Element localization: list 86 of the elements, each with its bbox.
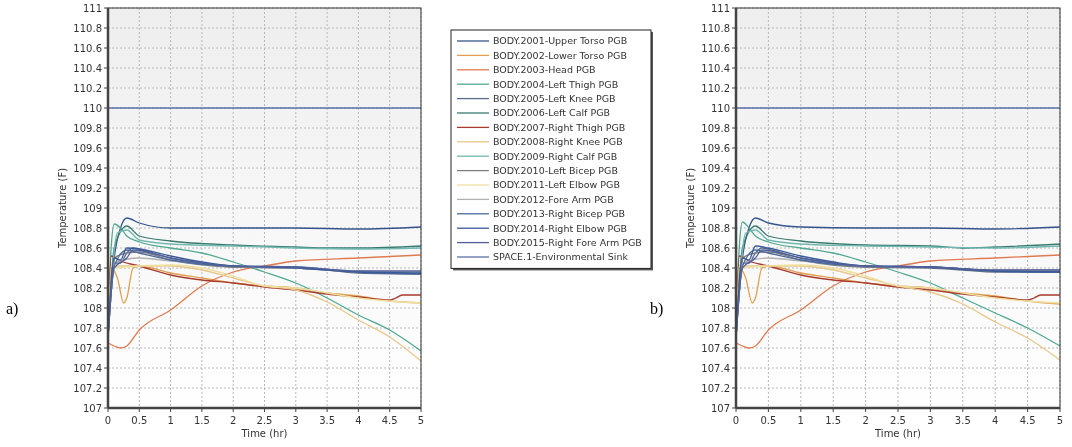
x-tick-label: 4 xyxy=(992,415,999,426)
x-tick-label: 2.5 xyxy=(890,415,906,426)
y-tick-label: 108.8 xyxy=(701,222,730,234)
y-tick-label: 110.6 xyxy=(701,42,730,54)
y-tick-label: 107 xyxy=(710,402,730,414)
legend-label: BODY.2013-Right Bicep PGB xyxy=(493,208,626,220)
x-axis-title: Time (hr) xyxy=(240,428,288,439)
y-tick-label: 110.8 xyxy=(701,22,730,34)
x-tick-label: 1 xyxy=(167,415,174,426)
y-tick-label: 108 xyxy=(710,302,730,314)
text: a) xyxy=(6,300,19,318)
y-tick-label: 109 xyxy=(82,202,102,214)
y-tick-label: 110.8 xyxy=(73,22,102,34)
legend-label: BODY.2008-Right Knee PGB xyxy=(493,136,623,148)
x-tick-label: 0 xyxy=(732,415,740,426)
text: b) xyxy=(650,300,664,318)
y-tick-label: 110 xyxy=(710,102,730,114)
x-tick-label: 5 xyxy=(417,415,425,426)
x-tick-label: 2.5 xyxy=(256,415,273,426)
y-tick-label: 109.2 xyxy=(701,182,730,194)
x-tick-label: 4.5 xyxy=(1019,415,1036,426)
y-tick-label: 108.4 xyxy=(73,262,102,274)
x-tick-label: 5 xyxy=(1056,415,1064,426)
x-tick-label: 0.5 xyxy=(760,415,777,426)
y-tick-label: 107.2 xyxy=(73,382,102,394)
x-axis-title: Time (hr) xyxy=(874,428,922,439)
x-tick-label: 0 xyxy=(104,415,112,426)
x-tick-label: 3 xyxy=(292,415,299,426)
x-tick-label: 0.5 xyxy=(131,415,148,426)
y-tick-label: 108 xyxy=(82,302,102,314)
legend-label: BODY.2005-Left Knee PGB xyxy=(493,92,616,104)
legend-label: BODY.2004-Left Thigh PGB xyxy=(493,78,619,90)
y-tick-label: 107.8 xyxy=(701,322,730,334)
y-tick-label: 108.2 xyxy=(701,282,730,294)
y-tick-label: 109.2 xyxy=(73,182,102,194)
x-tick-label: 3.5 xyxy=(954,415,971,426)
legend-label: BODY.2012-Fore Arm PGB xyxy=(493,193,614,205)
legend-label: BODY.2001-Upper Torso PGB xyxy=(493,35,628,47)
x-tick-label: 4 xyxy=(355,415,362,426)
x-tick-label: 1 xyxy=(797,415,804,426)
y-tick-label: 109.8 xyxy=(701,122,730,134)
x-tick-label: 2 xyxy=(862,415,869,426)
y-tick-label: 107.8 xyxy=(73,322,102,334)
y-tick-label: 110.6 xyxy=(73,42,102,54)
y-axis-title: Temperature (F) xyxy=(57,167,68,250)
legend-label: BODY.2007-Right Thigh PGB xyxy=(493,121,626,133)
x-tick-label: 1.5 xyxy=(193,415,210,426)
legend-label: BODY.2002-Lower Torso PGB xyxy=(493,49,627,61)
y-tick-label: 109.8 xyxy=(73,122,102,134)
y-tick-label: 110.4 xyxy=(701,62,730,74)
legend-label: BODY.2014-Right Elbow PGB xyxy=(493,222,628,234)
y-tick-label: 107.2 xyxy=(701,382,730,394)
x-tick-label: 2 xyxy=(230,415,237,426)
legend-label: BODY.2015-Right Fore Arm PGB xyxy=(493,236,642,248)
y-tick-label: 107.4 xyxy=(701,362,730,374)
y-tick-label: 108.8 xyxy=(73,222,102,234)
x-tick-label: 3 xyxy=(927,415,934,426)
y-tick-label: 109.4 xyxy=(701,162,730,174)
y-tick-label: 107.4 xyxy=(73,362,102,374)
y-tick-label: 110.2 xyxy=(73,82,102,94)
y-tick-label: 110.4 xyxy=(73,62,102,74)
y-tick-label: 109 xyxy=(710,202,730,214)
y-tick-label: 107 xyxy=(82,402,102,414)
y-tick-label: 110.2 xyxy=(701,82,730,94)
legend-label: BODY.2006-Left Calf PGB xyxy=(493,107,611,119)
y-tick-label: 108.6 xyxy=(73,242,102,254)
y-axis-title: Temperature (F) xyxy=(685,167,696,250)
legend-label: BODY.2010-Left Bicep PGB xyxy=(493,164,618,176)
y-tick-label: 109.6 xyxy=(701,142,730,154)
y-tick-label: 107.6 xyxy=(73,342,102,354)
legend-label: BODY.2003-Head PGB xyxy=(493,64,596,76)
y-tick-label: 109.6 xyxy=(73,142,102,154)
y-tick-label: 108.4 xyxy=(701,262,730,274)
y-tick-label: 108.2 xyxy=(73,282,102,294)
y-tick-label: 111 xyxy=(710,2,730,14)
y-tick-label: 110 xyxy=(82,102,102,114)
y-tick-label: 108.6 xyxy=(701,242,730,254)
legend-label: BODY.2009-Right Calf PGB xyxy=(493,150,618,162)
y-tick-label: 109.4 xyxy=(73,162,102,174)
x-tick-label: 4.5 xyxy=(381,415,398,426)
x-tick-label: 3.5 xyxy=(319,415,336,426)
y-tick-label: 107.6 xyxy=(701,342,730,354)
legend-label: BODY.2011-Left Elbow PGB xyxy=(493,179,620,191)
legend-label: SPACE.1-Environmental Sink xyxy=(493,251,629,263)
y-tick-label: 111 xyxy=(82,2,102,14)
x-tick-label: 1.5 xyxy=(825,415,842,426)
